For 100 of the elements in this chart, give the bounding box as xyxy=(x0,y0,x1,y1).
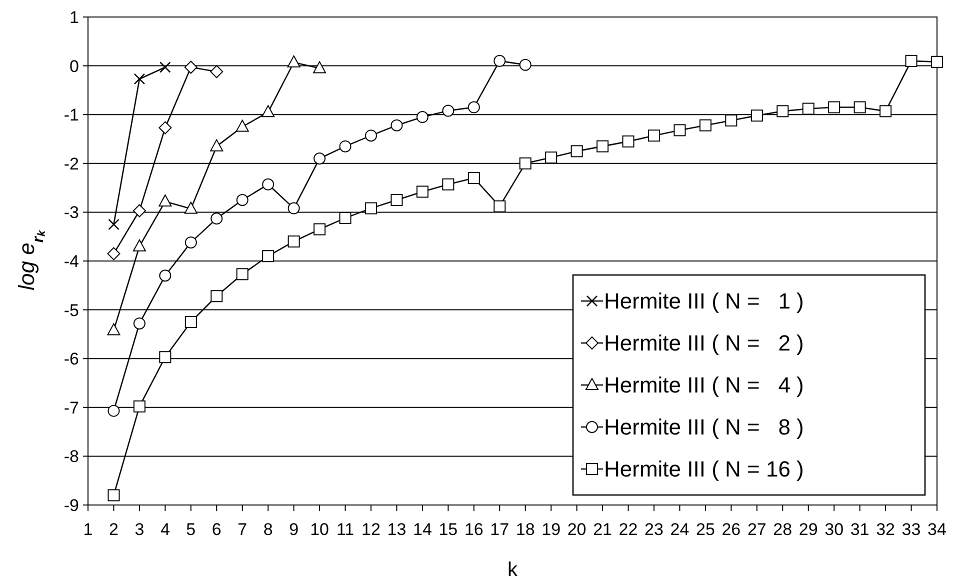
point xyxy=(107,323,120,336)
point xyxy=(622,135,634,148)
y-tick-label: -2 xyxy=(64,154,79,174)
point xyxy=(699,119,712,132)
y-tick-label: -3 xyxy=(64,203,79,222)
point xyxy=(108,218,120,230)
point xyxy=(184,236,197,248)
x-tick-label: 25 xyxy=(696,520,715,539)
x-axis-title: k xyxy=(508,559,518,581)
x-tick-label: 5 xyxy=(186,520,196,539)
y-tick-label: -4 xyxy=(64,252,79,271)
x-tick-label: 6 xyxy=(212,520,222,539)
point xyxy=(750,110,763,122)
point xyxy=(159,351,172,364)
point xyxy=(416,186,428,198)
point xyxy=(236,120,249,132)
point xyxy=(905,54,918,67)
point xyxy=(158,194,172,206)
x-tick-label: 28 xyxy=(773,520,792,539)
legend-label: Hermite III ( N = 16 ) xyxy=(604,456,804,482)
x-tick-label: 29 xyxy=(798,520,818,539)
point xyxy=(236,268,248,280)
point xyxy=(262,105,275,118)
x-tick-label: 13 xyxy=(387,520,406,539)
point xyxy=(184,316,197,328)
x-tick-label: 11 xyxy=(336,520,354,539)
point xyxy=(210,212,223,225)
point xyxy=(390,119,403,132)
x-tick-label: 20 xyxy=(567,520,586,539)
point xyxy=(648,130,660,142)
y-tick-label: -6 xyxy=(64,350,79,369)
point xyxy=(262,178,274,190)
y-tick-label: 1 xyxy=(70,8,79,27)
point xyxy=(802,102,814,115)
point xyxy=(108,489,120,502)
point xyxy=(160,62,171,73)
point xyxy=(494,200,506,212)
x-tick-label: 24 xyxy=(670,520,690,539)
point xyxy=(725,114,738,126)
point xyxy=(519,58,532,71)
y-tick-label: -9 xyxy=(64,496,79,515)
x-tick-label: 32 xyxy=(876,520,896,539)
point xyxy=(158,121,172,134)
point xyxy=(132,239,146,252)
point xyxy=(365,130,377,142)
y-tick-label: 0 xyxy=(70,56,79,76)
x-tick-label: 4 xyxy=(160,520,170,539)
point xyxy=(313,61,326,74)
x-tick-label: 3 xyxy=(134,520,144,539)
point xyxy=(107,247,120,260)
point xyxy=(210,65,224,78)
point xyxy=(931,56,943,68)
x-tick-label: 9 xyxy=(289,520,299,539)
point xyxy=(210,139,224,152)
x-tick-label: 22 xyxy=(618,520,638,539)
point xyxy=(262,250,274,262)
x-tick-label: 7 xyxy=(238,520,248,539)
point xyxy=(776,105,789,118)
x-tick-label: 15 xyxy=(438,520,458,539)
point xyxy=(133,400,146,412)
point xyxy=(442,104,454,117)
x-tick-label: 31 xyxy=(850,520,870,539)
point xyxy=(288,202,300,214)
legend-label: Hermite III ( N = 2 ) xyxy=(604,330,804,356)
point xyxy=(210,290,223,302)
x-tick-label: 8 xyxy=(263,520,273,539)
point xyxy=(314,152,326,165)
x-tick-label: 12 xyxy=(362,520,380,539)
x-tick-label: 33 xyxy=(902,520,921,539)
x-tick-label: 1 xyxy=(83,520,93,539)
point xyxy=(416,111,428,124)
point xyxy=(288,235,300,248)
y-tick-label: -1 xyxy=(64,106,79,125)
point xyxy=(596,140,609,152)
point xyxy=(854,101,866,114)
point xyxy=(390,194,403,206)
point xyxy=(159,270,172,282)
legend-label: Hermite III ( N = 1 ) xyxy=(604,288,804,314)
point xyxy=(365,202,377,214)
y-tick-label: -8 xyxy=(64,447,79,466)
point xyxy=(134,73,146,85)
point xyxy=(468,172,480,184)
x-tick-label: 14 xyxy=(412,520,432,539)
point xyxy=(519,157,532,170)
x-tick-label: 19 xyxy=(542,520,561,539)
point xyxy=(339,212,352,224)
x-tick-label: 26 xyxy=(722,520,741,539)
x-tick-label: 34 xyxy=(928,520,946,539)
legend-label: Hermite III ( N = 4 ) xyxy=(604,372,804,398)
x-tick-label: 18 xyxy=(516,520,535,539)
y-tick-label: -7 xyxy=(64,398,79,418)
x-tick-label: 21 xyxy=(593,520,612,539)
point xyxy=(133,317,146,330)
point xyxy=(494,54,506,67)
point xyxy=(468,101,480,114)
point xyxy=(314,223,326,236)
point xyxy=(880,105,892,118)
point xyxy=(108,404,120,417)
point xyxy=(184,60,198,74)
x-tick-label: 23 xyxy=(644,520,664,539)
